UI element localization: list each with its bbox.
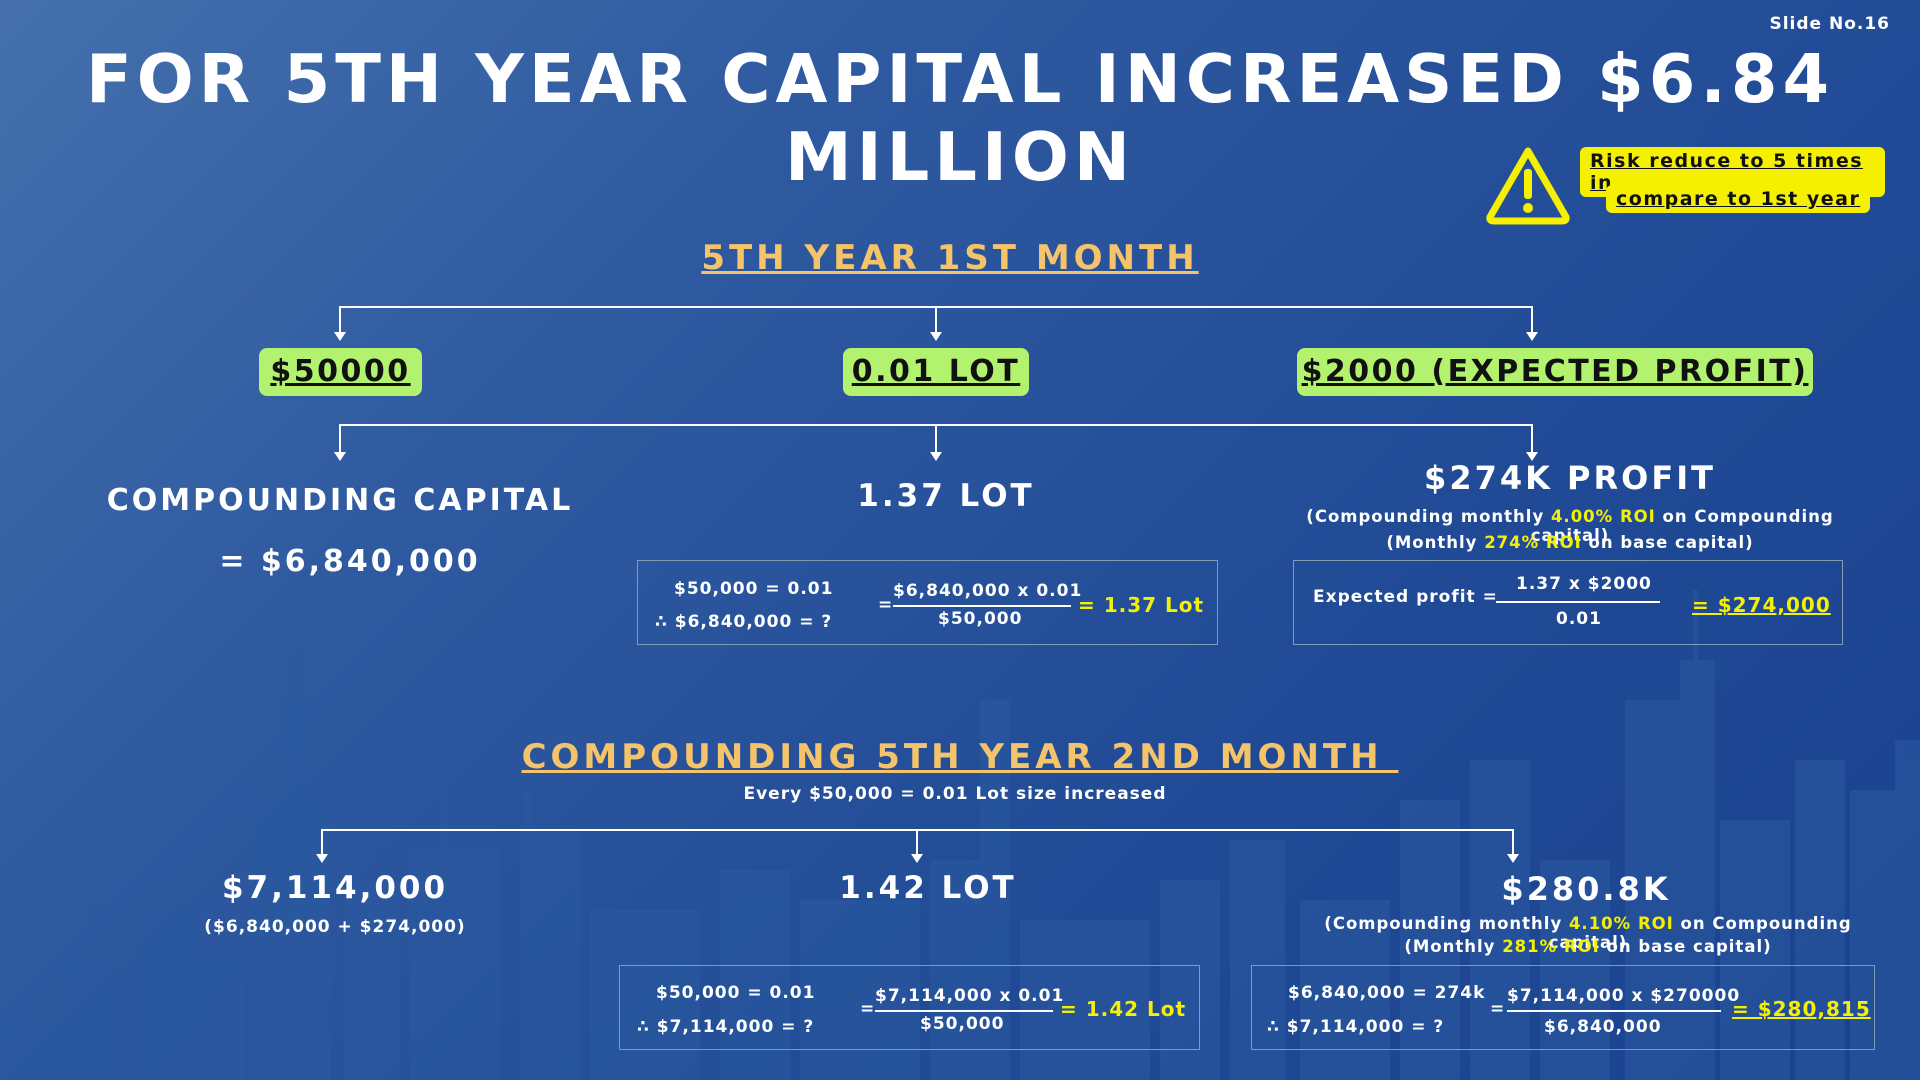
section2-heading: COMPOUNDING 5TH YEAR 2ND MONTH [521, 737, 1399, 777]
section1-heading: 5TH YEAR 1ST MONTH [701, 238, 1199, 278]
compounding-capital-value: = $6,840,000 [219, 544, 481, 579]
risk-note-line2: compare to 1st year [1606, 185, 1871, 213]
lot-calc2-numerator: $7,114,000 x 0.01 [875, 986, 1065, 1006]
lot-calc2-eq: = [860, 999, 876, 1019]
warning-triangle-icon [1486, 147, 1570, 225]
profit-calc-fraction-line [1496, 601, 1660, 603]
lot-pill: 0.01 LOT [843, 348, 1029, 396]
lot-value-month2: 1.42 LOT [839, 870, 1017, 906]
profit-calc2-line1: $6,840,000 = 274k [1288, 983, 1486, 1003]
profit-calc-denominator: 0.01 [1556, 609, 1602, 629]
lot-calc-denominator: $50,000 [938, 609, 1023, 629]
profit-value-month2: $280.8K [1501, 870, 1671, 908]
profit-value: $274K PROFIT [1424, 459, 1716, 497]
compounding-capital-label: COMPOUNDING CAPITAL [106, 483, 574, 518]
lot-calculation-box: $50,000 = 0.01 ∴ $6,840,000 = ? = $6,840… [637, 560, 1218, 645]
profit-calc-label: Expected profit = [1313, 587, 1498, 607]
lot-calc2-result: = 1.42 Lot [1060, 997, 1187, 1021]
lot-calc-result: = 1.37 Lot [1078, 593, 1205, 617]
risk-warning: Risk reduce to 5 times in compare to 1st… [1485, 145, 1885, 235]
page-title: FOR 5TH YEAR CAPITAL INCREASED $6.84 MIL… [85, 40, 1835, 196]
profit-note-roi: (Compounding monthly 4.00% ROI on Compou… [1306, 507, 1834, 545]
profit-calc2-fraction-line [1507, 1010, 1721, 1012]
lot-calc-numerator: $6,840,000 x 0.01 [893, 581, 1083, 601]
profit-calc2-result: = $280,815 [1732, 997, 1871, 1021]
profit-calc2-eq: = [1490, 999, 1506, 1019]
profit-calc2-numerator: $7,114,000 x $270000 [1507, 986, 1741, 1006]
capital-pill: $50000 [259, 348, 422, 396]
expected-profit-pill: $2000 (EXPECTED PROFIT) [1297, 348, 1813, 396]
lot-calc2-line1: $50,000 = 0.01 [656, 983, 816, 1003]
profit-calculation-box: Expected profit = 1.37 x $2000 0.01 = $2… [1293, 560, 1843, 645]
lot-calc2-fraction-line [875, 1010, 1053, 1012]
slide-number: Slide No.16 [1769, 14, 1890, 34]
profit-note-roi-month2: (Compounding monthly 4.10% ROI on Compou… [1324, 914, 1852, 952]
lot-value: 1.37 LOT [857, 478, 1035, 514]
lot-calc2-line2: ∴ $7,114,000 = ? [637, 1017, 815, 1037]
section2-subheading: Every $50,000 = 0.01 Lot size increased [743, 784, 1167, 804]
lot-calc-line1: $50,000 = 0.01 [674, 579, 834, 599]
lot-calc-fraction-line [893, 605, 1071, 607]
profit-calc-result: = $274,000 [1692, 593, 1831, 617]
profit-note-base: (Monthly 274% ROI on base capital) [1386, 533, 1754, 552]
lot-calc2-denominator: $50,000 [920, 1014, 1005, 1034]
profit-note-base-month2: (Monthly 281% ROI on base capital) [1404, 937, 1772, 956]
lot-calc-eq: = [878, 595, 894, 615]
profit-calc2-line2: ∴ $7,114,000 = ? [1267, 1017, 1445, 1037]
profit-calculation-box-month2: $6,840,000 = 274k ∴ $7,114,000 = ? = $7,… [1251, 965, 1875, 1050]
lot-calc-line2: ∴ $6,840,000 = ? [655, 612, 833, 632]
profit-calc2-denominator: $6,840,000 [1544, 1017, 1662, 1037]
capital-value-month2: $7,114,000 [221, 870, 449, 906]
capital-note-month2: ($6,840,000 + $274,000) [204, 917, 466, 937]
lot-calculation-box-month2: $50,000 = 0.01 ∴ $7,114,000 = ? = $7,114… [619, 965, 1200, 1050]
profit-calc-numerator: 1.37 x $2000 [1516, 574, 1652, 594]
